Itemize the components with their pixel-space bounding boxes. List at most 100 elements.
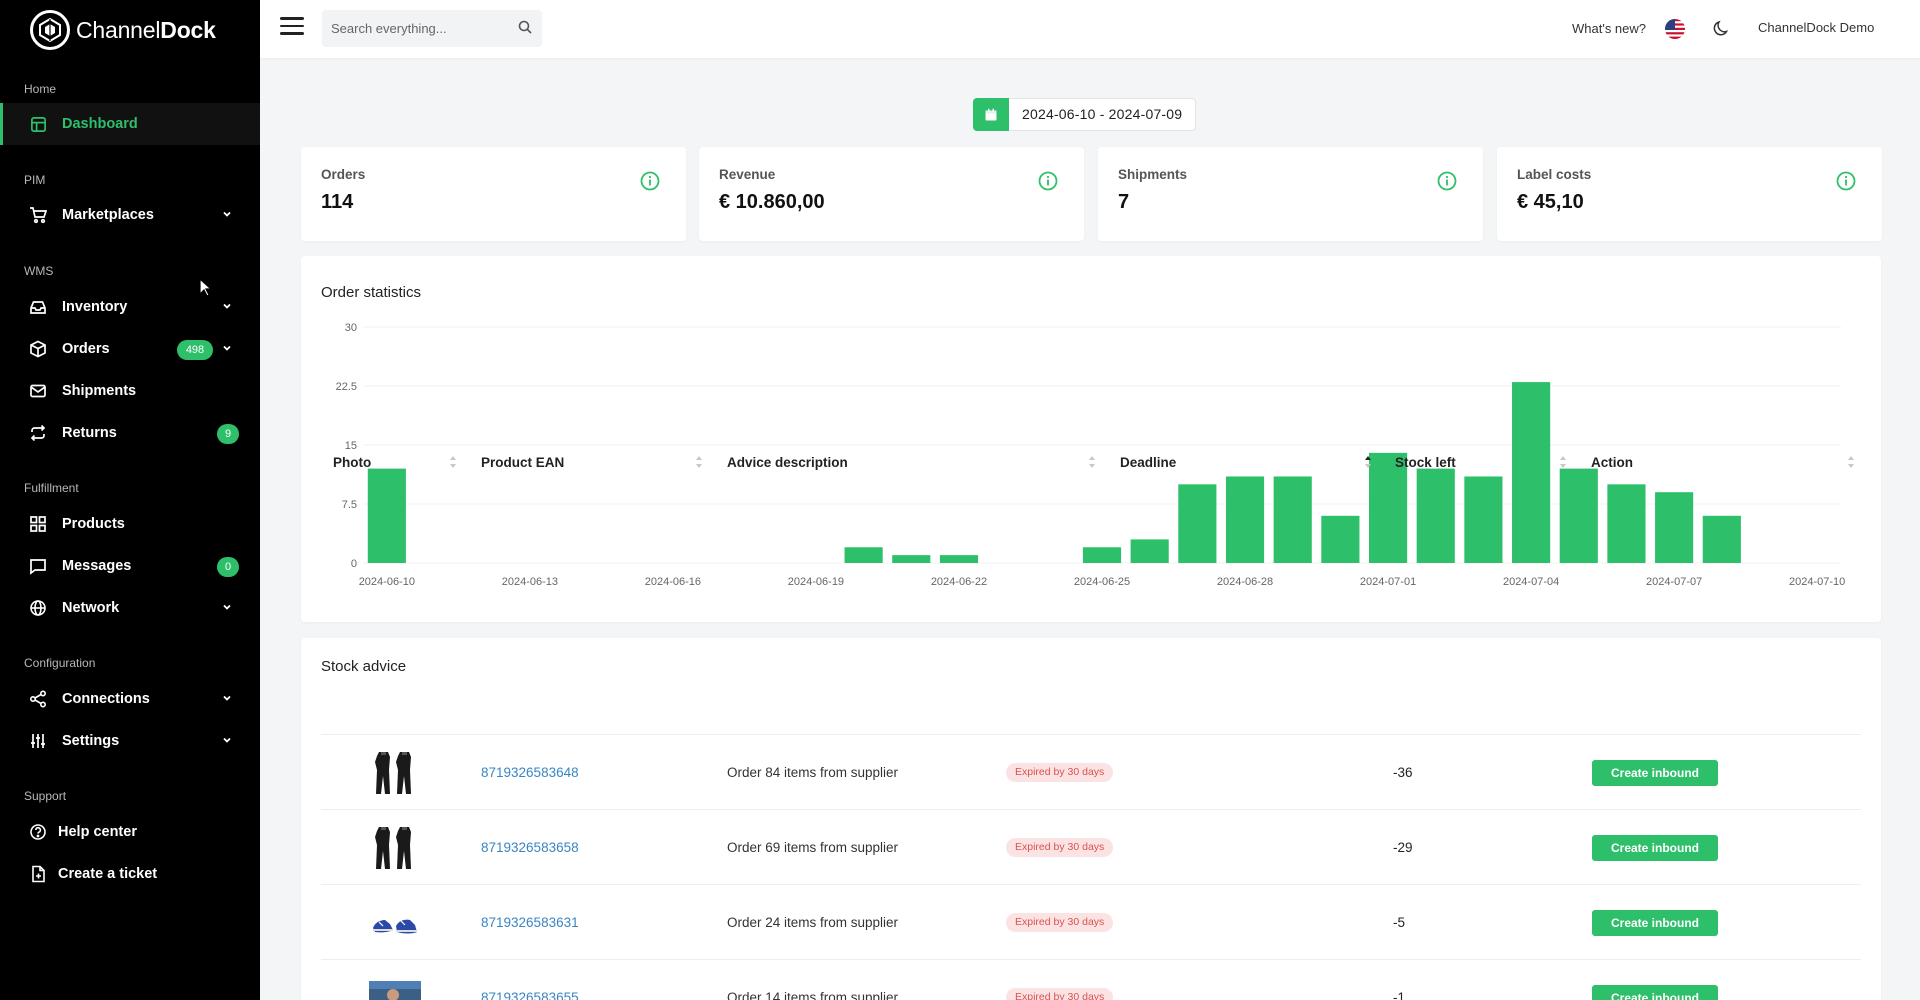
info-icon[interactable]: [1437, 171, 1457, 196]
messages-count-badge: 0: [217, 557, 239, 577]
section-home: Home: [24, 82, 57, 96]
chevron-down-icon: [222, 691, 232, 707]
info-icon[interactable]: [1836, 171, 1856, 196]
search-box: [322, 10, 542, 47]
info-icon[interactable]: [1038, 171, 1058, 196]
kpi-value: 114: [321, 191, 354, 213]
date-range-picker[interactable]: 2024-06-10 - 2024-07-09: [973, 98, 1197, 131]
chart-bar[interactable]: [1225, 476, 1265, 563]
chevron-down-icon: [222, 341, 232, 357]
product-ean-link[interactable]: 8719326583658: [481, 840, 579, 855]
column-header-ean[interactable]: Product EAN: [481, 455, 565, 470]
x-tick-label: 2024-06-10: [359, 576, 415, 588]
chart-bar[interactable]: [1512, 382, 1551, 563]
chart-bar[interactable]: [844, 547, 883, 563]
deadline-badge: Expired by 30 days: [1006, 913, 1114, 932]
sidebar-item-help-center[interactable]: Help center: [0, 811, 260, 853]
chart-bar[interactable]: [892, 555, 931, 563]
chart-bar[interactable]: [1702, 515, 1741, 563]
x-tick-label: 2024-06-16: [645, 576, 701, 588]
chevron-down-icon: [222, 299, 232, 315]
sidebar-item-marketplaces[interactable]: Marketplaces: [0, 194, 260, 236]
sidebar-item-dashboard[interactable]: Dashboard: [0, 103, 260, 145]
wetsuit-icon: [369, 748, 421, 798]
chart-bar[interactable]: [1559, 468, 1598, 563]
sort-icon[interactable]: [1847, 454, 1855, 475]
search-icon[interactable]: [518, 20, 532, 39]
mail-icon: [29, 382, 47, 400]
product-ean-link[interactable]: 8719326583655: [481, 990, 579, 1000]
row-divider: [321, 809, 1861, 810]
info-icon[interactable]: [640, 171, 660, 196]
chart-bar[interactable]: [1655, 492, 1694, 563]
whats-new-link[interactable]: What's new?: [1572, 21, 1647, 36]
stock-left-value: -5: [1393, 915, 1406, 930]
sidebar-item-returns[interactable]: Returns 9: [0, 412, 260, 454]
create-inbound-button[interactable]: Create inbound: [1592, 985, 1718, 1000]
sort-icon[interactable]: [695, 454, 703, 475]
grid-icon: [29, 515, 47, 533]
sort-icon[interactable]: [1088, 454, 1096, 475]
create-inbound-button[interactable]: Create inbound: [1592, 910, 1718, 936]
chart-bar[interactable]: [1130, 539, 1169, 563]
sidebar-item-connections[interactable]: Connections: [0, 678, 260, 720]
sidebar-item-label: Products: [62, 516, 125, 532]
chart-bar[interactable]: [1416, 468, 1455, 563]
returns-count-badge: 9: [217, 424, 239, 444]
product-ean-link[interactable]: 8719326583631: [481, 915, 579, 930]
kpi-card-shipments: Shipments 7: [1098, 147, 1483, 241]
column-header-description[interactable]: Advice description: [727, 455, 848, 470]
sidebar-item-shipments[interactable]: Shipments: [0, 370, 260, 412]
chart-bar[interactable]: [1607, 484, 1646, 563]
create-inbound-button[interactable]: Create inbound: [1592, 760, 1718, 786]
chart-bar[interactable]: [1464, 476, 1503, 563]
deadline-badge: Expired by 30 days: [1006, 838, 1114, 857]
sidebar-item-network[interactable]: Network: [0, 587, 260, 629]
x-tick-label: 2024-06-22: [931, 576, 987, 588]
sort-icon[interactable]: [449, 454, 457, 475]
sidebar-item-orders[interactable]: Orders 498: [0, 328, 260, 370]
product-ean-link[interactable]: 8719326583648: [481, 765, 579, 780]
sidebar-item-label: Connections: [62, 691, 150, 707]
section-configuration: Configuration: [24, 656, 96, 670]
sidebar-item-label: Returns: [62, 425, 117, 441]
search-input[interactable]: [322, 10, 502, 47]
file-plus-icon: [29, 865, 47, 883]
chart-bar[interactable]: [1368, 452, 1408, 563]
sidebar-item-create-ticket[interactable]: Create a ticket: [0, 853, 260, 895]
sort-icon[interactable]: [1559, 454, 1567, 475]
sort-ascending-icon[interactable]: [1364, 454, 1372, 475]
chart-bar[interactable]: [1178, 484, 1217, 563]
y-tick-label: 22.5: [336, 381, 357, 393]
chart-bar[interactable]: [939, 555, 979, 563]
sidebar-item-label: Network: [62, 600, 120, 616]
advice-description: Order 69 items from supplier: [727, 840, 899, 855]
brand-logo[interactable]: ChannelDock: [30, 10, 216, 50]
column-header-stock-left[interactable]: Stock left: [1395, 455, 1456, 470]
column-header-photo[interactable]: Photo: [333, 455, 372, 470]
stock-advice-card: Stock advice: [301, 638, 1881, 1000]
stock-advice-table: Photo Product EAN Advice description Dea…: [301, 0, 1881, 1000]
us-flag-icon[interactable]: [1665, 19, 1685, 39]
column-header-action[interactable]: Action: [1591, 455, 1633, 470]
shoes-icon: [369, 898, 421, 948]
person-photo: [369, 981, 421, 1000]
repeat-icon: [29, 424, 47, 442]
sidebar-item-messages[interactable]: Messages 0: [0, 545, 260, 587]
column-header-deadline[interactable]: Deadline: [1120, 455, 1177, 470]
account-menu[interactable]: ChannelDock Demo: [1758, 20, 1875, 35]
chart-bar[interactable]: [1321, 515, 1360, 563]
sidebar-item-settings[interactable]: Settings: [0, 720, 260, 762]
deadline-badge: Expired by 30 days: [1006, 988, 1114, 1000]
row-divider: [321, 734, 1861, 735]
chart-bar[interactable]: [1082, 547, 1122, 563]
sidebar-item-products[interactable]: Products: [0, 503, 260, 545]
chart-bar[interactable]: [367, 468, 406, 563]
chart-bar[interactable]: [1273, 476, 1312, 563]
sidebar-item-inventory[interactable]: Inventory: [0, 286, 260, 328]
chevron-down-icon: [222, 600, 232, 616]
kpi-label: Revenue: [719, 167, 776, 182]
create-inbound-button[interactable]: Create inbound: [1592, 835, 1718, 861]
dark-mode-icon[interactable]: [1713, 19, 1731, 42]
menu-toggle-button[interactable]: [280, 17, 304, 37]
